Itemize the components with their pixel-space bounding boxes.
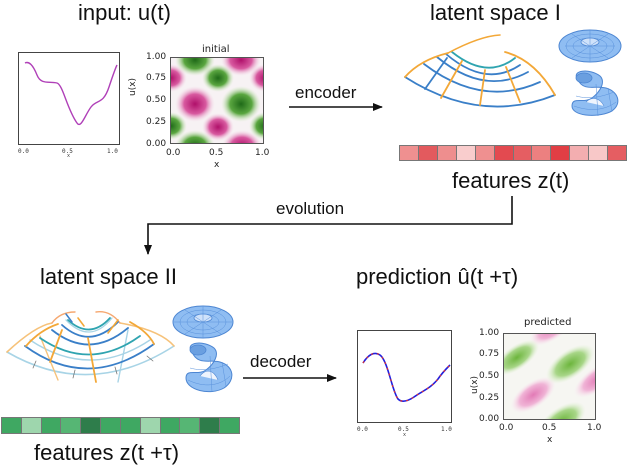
predicted-xtick-0: 0.0 <box>499 423 514 433</box>
predicted-xtick-2: 1.0 <box>587 423 602 433</box>
pred-xtick-1: 0.5 <box>398 426 409 433</box>
predicted-heatmap <box>503 333 596 420</box>
initial-xtick-2: 1.0 <box>255 148 270 158</box>
torus-icon-1 <box>558 29 622 63</box>
initial-heatmap-title: initial <box>202 44 230 55</box>
predicted-ytick-3: 0.25 <box>479 393 500 403</box>
initial-heatmap-field <box>171 58 263 143</box>
input-xtick-0: 0.0 <box>18 148 29 155</box>
initial-ytick-2: 0.50 <box>146 95 167 105</box>
initial-heatmap <box>170 57 264 144</box>
feature-cell <box>180 418 201 433</box>
encoder-label: encoder <box>295 83 357 102</box>
initial-xlabel: x <box>214 160 220 170</box>
feature-cell <box>551 146 571 160</box>
feature-cell <box>475 146 495 160</box>
input-line-plot <box>18 52 120 145</box>
latent-space-2-title: latent space II <box>40 264 177 289</box>
latent-grid-2 <box>6 311 175 383</box>
initial-ytick-3: 0.25 <box>146 117 167 127</box>
feature-cell <box>400 146 419 160</box>
initial-xtick-1: 0.5 <box>209 148 224 158</box>
feature-cell <box>81 418 102 433</box>
predicted-ylabel: u(x) <box>470 375 480 394</box>
input-title: input: u(t) <box>78 0 171 25</box>
feature-cell <box>140 418 161 433</box>
feature-cell <box>513 146 533 160</box>
decoder-label: decoder <box>250 352 312 371</box>
feature-cell <box>532 146 552 160</box>
feature-cell <box>200 418 221 433</box>
prediction-curve <box>362 352 451 402</box>
feature-cell <box>21 418 42 433</box>
predicted-ytick-4: 0.00 <box>479 414 500 424</box>
feature-cell <box>418 146 438 160</box>
pred-xtick-0: 0.0 <box>357 426 368 433</box>
feature-cell <box>101 418 121 433</box>
feature-cell <box>589 146 609 160</box>
klein-bottle-icon-2 <box>185 342 233 393</box>
initial-xtick-0: 0.0 <box>166 148 181 158</box>
prediction-title: prediction û(t +τ) <box>356 264 519 289</box>
input-xlabel: x <box>67 153 71 159</box>
feature-cell <box>41 418 62 433</box>
latent-grid-1 <box>404 34 556 108</box>
initial-ytick-1: 0.75 <box>146 73 167 83</box>
input-xtick-2: 1.0 <box>107 148 118 155</box>
feature-cell <box>494 146 514 160</box>
feature-cell <box>160 418 181 433</box>
features-z-t-label: features z(t) <box>452 168 570 193</box>
feature-cell <box>437 146 457 160</box>
feature-cell <box>608 146 627 160</box>
feature-cell <box>2 418 22 433</box>
feature-cell <box>120 418 141 433</box>
input-xtick-1: 0.5 <box>62 148 73 155</box>
feature-cell <box>220 418 239 433</box>
predicted-ytick-0: 1.00 <box>479 328 500 338</box>
input-curve <box>24 61 118 126</box>
predicted-ytick-2: 0.50 <box>479 371 500 381</box>
initial-ytick-4: 0.00 <box>146 139 167 149</box>
predicted-heatmap-title: predicted <box>524 317 572 328</box>
pred-xtick-2: 1.0 <box>441 426 452 433</box>
initial-ylabel: u(x) <box>128 77 138 96</box>
predicted-heatmap-field <box>504 334 595 419</box>
predicted-ytick-1: 0.75 <box>479 349 500 359</box>
klein-bottle-icon-1 <box>571 70 619 117</box>
prediction-line-plot <box>357 330 452 423</box>
initial-ytick-0: 1.00 <box>146 52 167 62</box>
features-z-t-tau-bar <box>1 417 240 434</box>
feature-cell <box>570 146 590 160</box>
evolution-label: evolution <box>276 199 345 218</box>
feature-cell <box>456 146 476 160</box>
predicted-xlabel: x <box>547 435 553 445</box>
features-z-t-tau-label: features z(t +τ) <box>34 440 180 465</box>
feature-cell <box>61 418 82 433</box>
features-z-t-bar <box>399 145 627 161</box>
pred-xlabel: x <box>403 432 407 438</box>
predicted-xtick-1: 0.5 <box>542 423 557 433</box>
latent-space-1-title: latent space I <box>430 0 561 25</box>
torus-icon-2 <box>172 305 234 339</box>
